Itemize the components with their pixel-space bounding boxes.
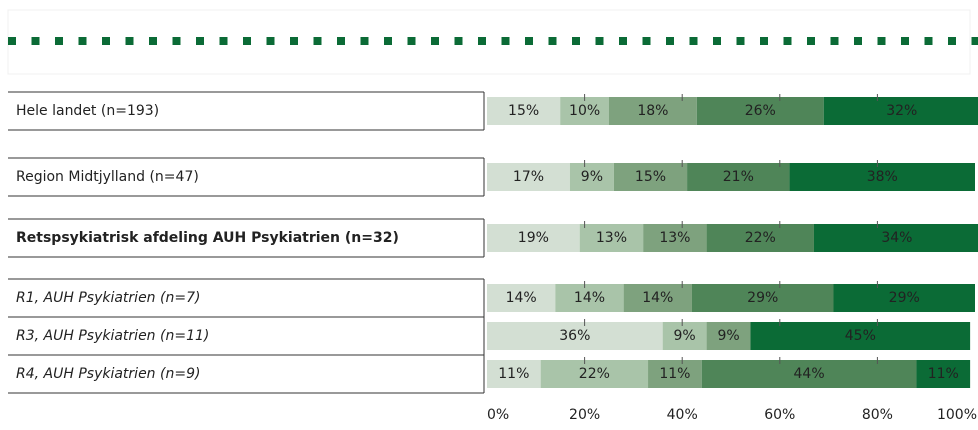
row-label: Hele landet (n=193) <box>16 103 159 119</box>
data-label: 17% <box>513 169 544 185</box>
bar-segment <box>706 224 814 252</box>
data-label: 14% <box>642 290 673 306</box>
data-label: 13% <box>596 230 627 246</box>
bar-segment <box>916 360 971 388</box>
data-label: 26% <box>745 103 776 119</box>
data-label: 34% <box>881 230 912 246</box>
bar-segment <box>555 284 624 312</box>
bar-segment <box>487 163 570 191</box>
bar-segment <box>487 97 561 125</box>
bar-segment <box>643 224 707 252</box>
data-label: 11% <box>498 366 529 382</box>
row-label: R4, AUH Psykiatrien (n=9) <box>16 366 200 382</box>
data-label: 11% <box>659 366 690 382</box>
data-label: 18% <box>637 103 668 119</box>
data-label: 32% <box>886 103 917 119</box>
bar-segment <box>579 224 644 252</box>
data-label: 13% <box>659 230 690 246</box>
bar-segment <box>648 360 702 388</box>
bar-segment <box>701 360 917 388</box>
data-label: 9% <box>581 169 603 185</box>
bar-segment <box>696 97 824 125</box>
bar-segment <box>750 322 971 350</box>
x-tick-label: 100% <box>937 407 977 423</box>
data-label: 29% <box>747 290 778 306</box>
bar-segment <box>687 163 790 191</box>
x-tick-label: 60% <box>764 407 795 423</box>
bar-segment <box>487 284 556 312</box>
bar-segment <box>560 97 609 125</box>
bar-segment <box>613 163 688 191</box>
bar-segment <box>813 224 978 252</box>
bar-segment <box>823 97 978 125</box>
data-label: 19% <box>518 230 549 246</box>
data-label: 10% <box>569 103 600 119</box>
data-label: 15% <box>508 103 539 119</box>
bar-segment <box>833 284 975 312</box>
data-label: 22% <box>745 230 776 246</box>
data-label: 36% <box>559 328 590 344</box>
data-label: 11% <box>928 366 959 382</box>
data-label: 9% <box>717 328 739 344</box>
row-label: Region Midtjylland (n=47) <box>16 169 199 185</box>
bar-segment <box>789 163 975 191</box>
data-label: 45% <box>845 328 876 344</box>
data-label: 22% <box>579 366 610 382</box>
bar-segment <box>487 224 580 252</box>
data-label: 14% <box>506 290 537 306</box>
data-label: 14% <box>574 290 605 306</box>
row-label: R1, AUH Psykiatrien (n=7) <box>16 290 200 306</box>
data-label: 38% <box>867 169 898 185</box>
row-label: R3, AUH Psykiatrien (n=11) <box>16 328 209 344</box>
x-tick-label: 0% <box>487 407 509 423</box>
data-label: 9% <box>674 328 696 344</box>
x-tick-label: 80% <box>862 407 893 423</box>
data-label: 15% <box>635 169 666 185</box>
data-label: 44% <box>794 366 825 382</box>
bar-segment <box>487 322 663 350</box>
bar-segment <box>662 322 707 350</box>
x-tick-label: 20% <box>569 407 600 423</box>
bar-segment <box>623 284 692 312</box>
bar-segment <box>487 360 541 388</box>
row-label: Retspsykiatrisk afdeling AUH Psykiatrien… <box>16 230 399 246</box>
x-tick-label: 40% <box>667 407 698 423</box>
bar-segment <box>569 163 614 191</box>
data-label: 21% <box>723 169 754 185</box>
bar-segment <box>540 360 649 388</box>
bar-segment <box>609 97 697 125</box>
data-label: 29% <box>889 290 920 306</box>
bar-segment <box>691 284 834 312</box>
bar-segment <box>706 322 751 350</box>
